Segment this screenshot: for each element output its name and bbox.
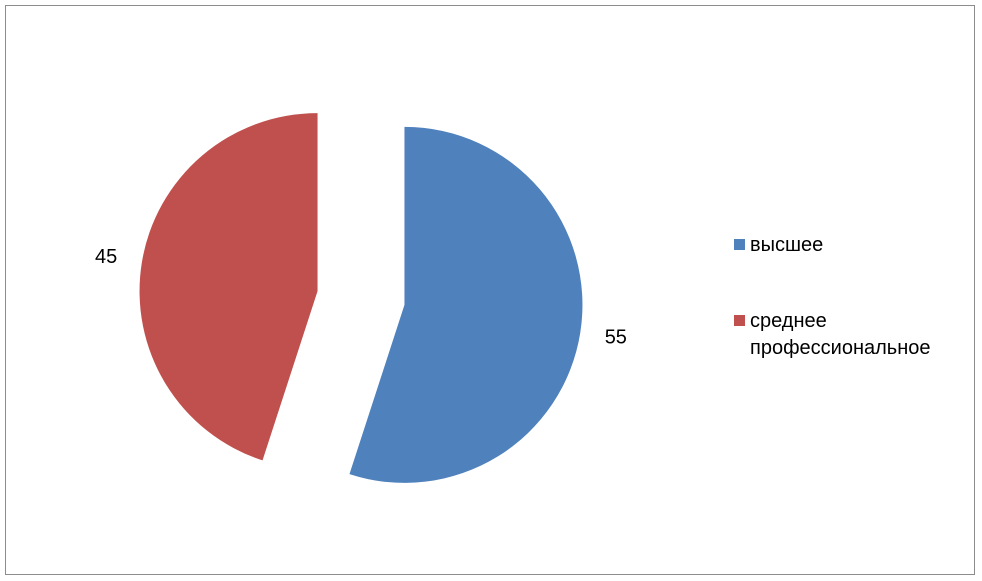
pie-slices: [139, 113, 583, 483]
data-label-vysshee: 55: [605, 327, 627, 349]
legend-swatch-vysshee: [734, 239, 745, 250]
legend-swatch-srednee: [734, 315, 745, 326]
data-labels: 55 45: [95, 246, 627, 349]
data-label-srednee: 45: [95, 246, 117, 268]
legend-item-srednee: среднее профессиональное: [734, 308, 974, 362]
pie-slice-vysshee: [349, 126, 583, 483]
legend-item-vysshee: высшее: [734, 232, 974, 259]
pie-slice-srednee: [139, 113, 318, 461]
legend: высшее среднее профессиональное: [734, 232, 974, 362]
legend-label-vysshee: высшее: [750, 234, 824, 256]
legend-label-srednee: среднее профессиональное: [750, 310, 931, 359]
